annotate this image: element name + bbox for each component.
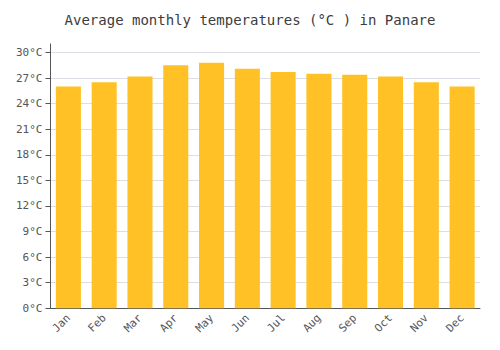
svg-text:Mar: Mar (121, 311, 144, 334)
svg-text:Oct: Oct (372, 312, 395, 335)
svg-text:Aug: Aug (300, 312, 323, 335)
svg-text:6°C: 6°C (23, 251, 43, 264)
svg-text:18°C: 18°C (16, 148, 43, 161)
svg-text:30°C: 30°C (16, 46, 43, 59)
svg-text:0°C: 0°C (23, 302, 43, 315)
svg-text:Jun: Jun (229, 312, 252, 335)
svg-text:Average monthly temperatures (: Average monthly temperatures (°C ) in Pa… (65, 12, 436, 28)
svg-text:Jan: Jan (50, 312, 73, 335)
svg-text:Feb: Feb (86, 312, 109, 335)
svg-text:Dec: Dec (443, 312, 466, 335)
svg-text:12°C: 12°C (16, 199, 43, 212)
svg-text:21°C: 21°C (16, 123, 43, 136)
svg-text:Nov: Nov (408, 311, 431, 334)
svg-text:Apr: Apr (157, 311, 180, 334)
svg-text:3°C: 3°C (23, 276, 43, 289)
svg-text:15°C: 15°C (16, 174, 43, 187)
svg-text:Sep: Sep (336, 312, 359, 335)
svg-text:9°C: 9°C (23, 225, 43, 238)
svg-text:May: May (193, 311, 216, 334)
svg-text:Jul: Jul (265, 312, 288, 335)
svg-text:24°C: 24°C (16, 97, 43, 110)
svg-text:27°C: 27°C (16, 72, 43, 85)
